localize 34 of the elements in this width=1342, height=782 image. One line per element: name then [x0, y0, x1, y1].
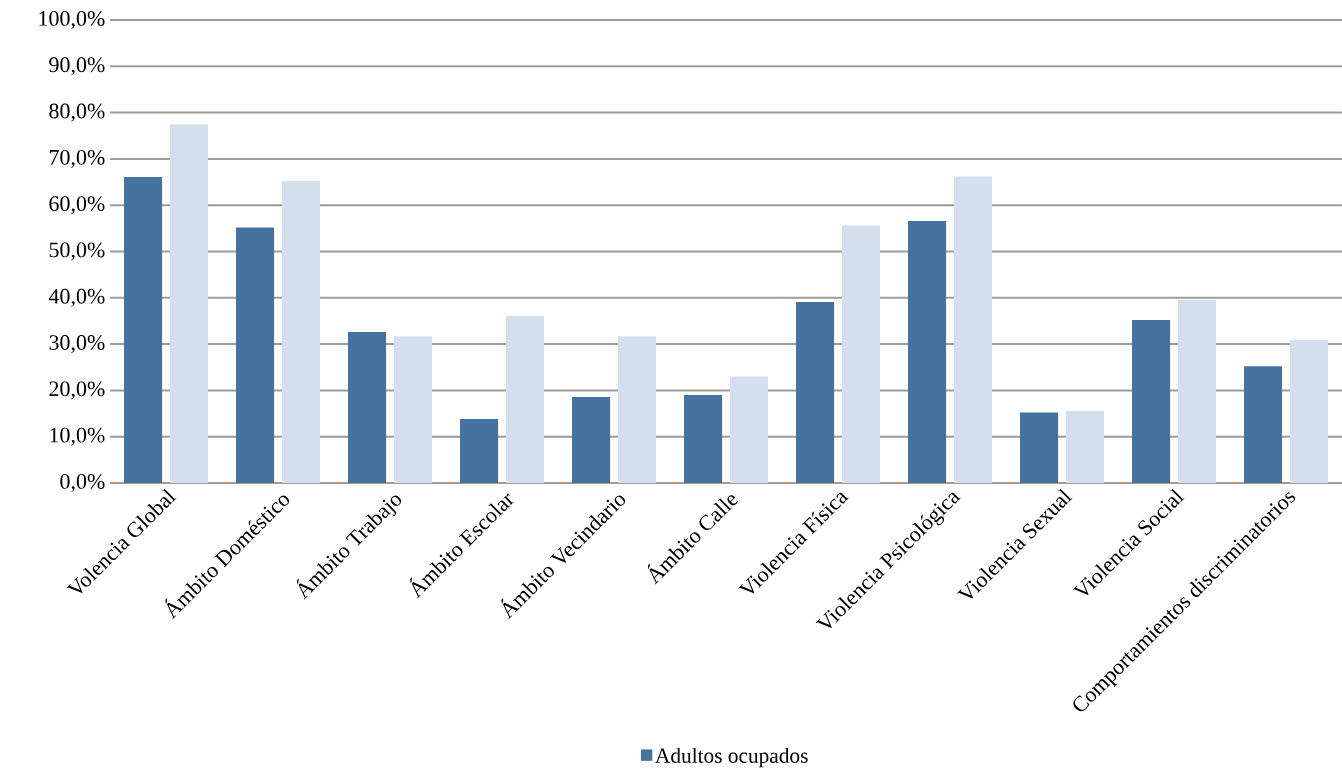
- bar: [953, 176, 993, 483]
- y-tick-label: 40,0%: [48, 288, 105, 307]
- bar: [1065, 410, 1105, 483]
- y-tick-label: 70,0%: [49, 149, 105, 168]
- bar: [729, 376, 769, 483]
- y-tick-label: 0,0%: [60, 473, 105, 493]
- bar: [796, 301, 835, 483]
- bar: [460, 419, 499, 483]
- bar: [684, 395, 723, 483]
- bar: [1132, 320, 1171, 483]
- bar: [1020, 412, 1059, 483]
- bar: [281, 181, 320, 483]
- bar: [1244, 366, 1283, 483]
- y-tick-label: 50,0%: [49, 242, 105, 261]
- y-tick-label: 90,0%: [49, 57, 105, 76]
- bar: [908, 220, 947, 483]
- legend-label: Adultos ocupados: [655, 747, 808, 768]
- y-tick-label: 60,0%: [49, 196, 105, 215]
- bar: [1177, 299, 1217, 483]
- bar: [124, 176, 163, 483]
- bar: [393, 336, 432, 483]
- bar: [572, 396, 611, 483]
- bar: [348, 332, 387, 483]
- bar: [841, 225, 881, 483]
- y-tick-label: 20,0%: [49, 381, 105, 400]
- y-tick-label: 10,0%: [50, 427, 105, 446]
- y-tick-label: 80,0%: [49, 103, 105, 122]
- bar: [1289, 339, 1329, 483]
- bar: [236, 227, 275, 483]
- y-tick-label: 100,0%: [39, 10, 105, 30]
- bar: [617, 336, 657, 483]
- bar: [505, 315, 545, 483]
- bar: [169, 124, 208, 483]
- y-tick-label: 30,0%: [49, 335, 105, 354]
